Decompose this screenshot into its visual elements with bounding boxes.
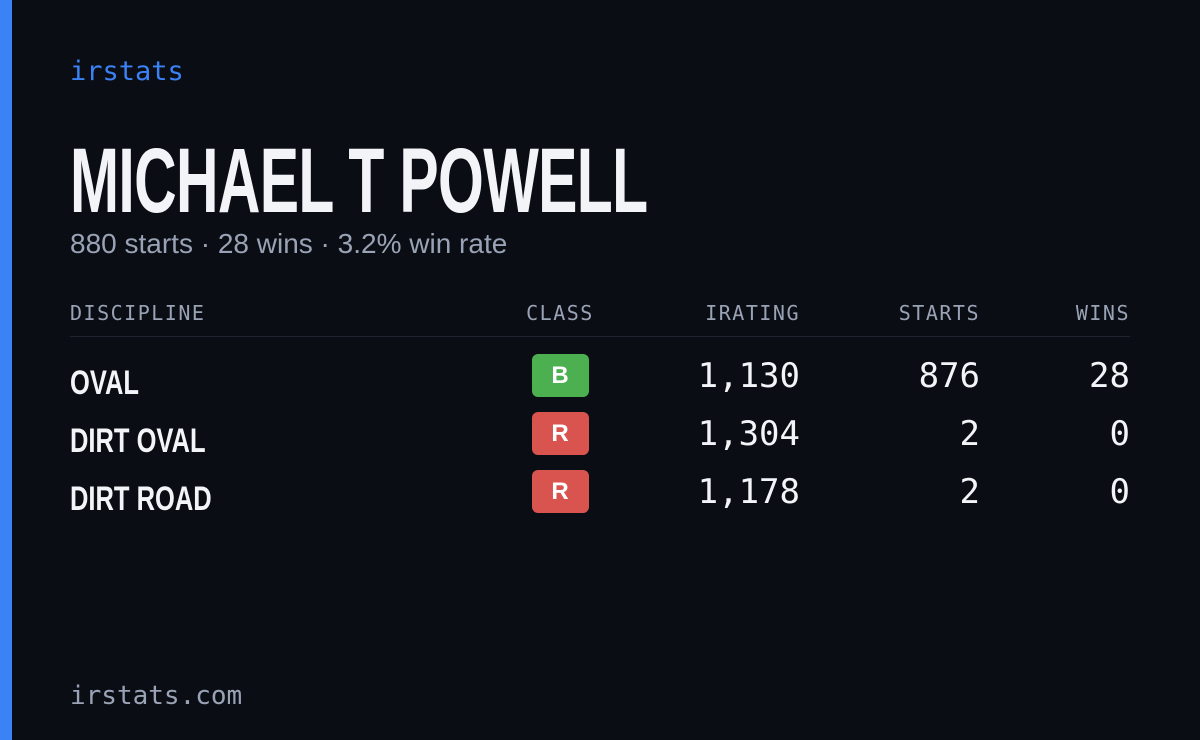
discipline: DIRT ROAD (70, 480, 212, 518)
irating: 1,178 (697, 472, 800, 512)
starts: 2 (959, 472, 980, 512)
wins: 0 (1109, 472, 1130, 512)
wins: 28 (1089, 356, 1130, 396)
starts: 876 (918, 356, 980, 396)
irating: 1,130 (697, 356, 800, 396)
starts: 2 (959, 414, 980, 454)
column-header: DISCIPLINE (70, 301, 206, 325)
column-header: WINS (1075, 301, 1130, 325)
column-header: CLASS (526, 301, 594, 325)
class-badge: R (531, 412, 589, 455)
wins: 0 (1109, 414, 1130, 454)
title: MICHAEL T POWELL (70, 130, 648, 232)
column-header: STARTS (898, 301, 980, 325)
brand: irstats (70, 56, 184, 87)
column-header: IRATING (705, 301, 800, 325)
class-badge: B (531, 354, 589, 397)
discipline: OVAL (70, 364, 139, 402)
class-badge: R (531, 470, 589, 513)
irating: 1,304 (697, 414, 800, 454)
divider (70, 336, 1130, 337)
accent-bar (0, 0, 12, 740)
subtitle: 880 starts · 28 wins · 3.2% win rate (70, 228, 508, 259)
footer-site: irstats.com (70, 681, 243, 711)
discipline: DIRT OVAL (70, 422, 206, 460)
